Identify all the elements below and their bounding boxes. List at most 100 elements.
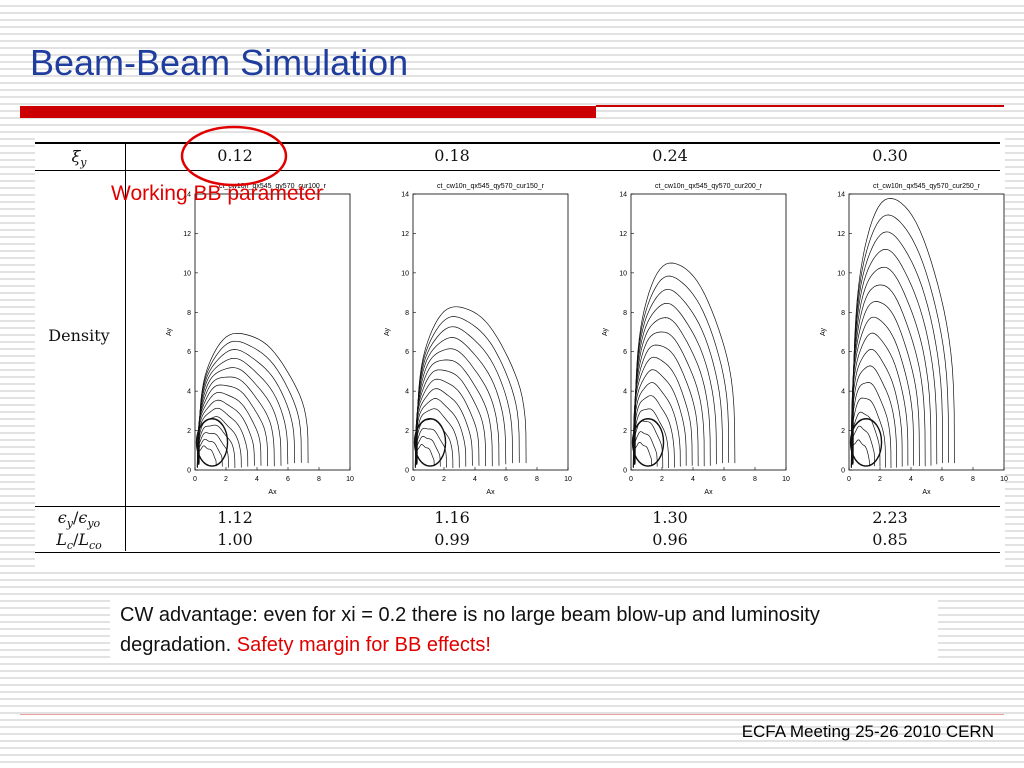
contour-line bbox=[850, 332, 909, 468]
contour-line bbox=[415, 359, 493, 467]
contour-line bbox=[196, 445, 217, 469]
x-tick-label: 4 bbox=[473, 476, 477, 483]
plot-frame bbox=[630, 193, 787, 471]
xi-value-2: 0.18 bbox=[434, 146, 470, 165]
row-label-density: Density bbox=[48, 326, 110, 345]
table-metrics-rule bbox=[35, 506, 1000, 507]
contour-line bbox=[198, 349, 295, 465]
contour-line bbox=[852, 231, 943, 465]
contour-core bbox=[195, 418, 229, 467]
luminosity-ratio-1: 1.00 bbox=[217, 530, 253, 549]
contour-line bbox=[852, 198, 955, 464]
contour-line bbox=[851, 266, 932, 466]
y-tick-label: 2 bbox=[841, 428, 845, 435]
y-tick-label: 12 bbox=[619, 231, 627, 238]
contour-line bbox=[197, 367, 282, 466]
contour-line bbox=[634, 302, 717, 465]
contour-core bbox=[413, 418, 447, 467]
contour-line bbox=[634, 262, 736, 464]
y-tick-label: 6 bbox=[623, 349, 627, 356]
y-tick-label: 0 bbox=[623, 468, 627, 475]
contour-line bbox=[850, 439, 870, 468]
contour-line bbox=[850, 382, 892, 469]
y-tick-label: 14 bbox=[183, 192, 191, 199]
xi-value-4: 0.30 bbox=[872, 146, 908, 165]
luminosity-ratio-2: 0.99 bbox=[434, 530, 470, 549]
x-tick-label: 2 bbox=[442, 476, 446, 483]
y-tick-label: 4 bbox=[623, 389, 627, 396]
y-tick-label: 2 bbox=[623, 428, 627, 435]
x-tick-label: 6 bbox=[722, 476, 726, 483]
y-tick-label: 4 bbox=[841, 389, 845, 396]
contour-line bbox=[196, 399, 255, 468]
luminosity-ratio-4: 0.85 bbox=[872, 530, 908, 549]
x-axis-label: Ax bbox=[486, 489, 495, 496]
contour-line bbox=[416, 316, 520, 465]
contour-line bbox=[850, 348, 903, 468]
y-tick-label: 14 bbox=[401, 192, 409, 199]
density-plot-3: ct_cw10n_qx545_qy570_cur200_r 0 2 4 6 8 10 0 2 4 6… bbox=[571, 176, 790, 496]
y-axis-label: Ay bbox=[602, 327, 609, 336]
contour-line bbox=[850, 365, 897, 468]
plot-title: ct_cw10n_qx545_qy570_cur200_r bbox=[655, 183, 763, 190]
y-tick-label: 10 bbox=[619, 270, 627, 277]
y-tick-label: 12 bbox=[183, 231, 191, 238]
density-plot-4: ct_cw10n_qx545_qy570_cur250_r 0 2 4 6 8 10 0 2 4 6… bbox=[789, 176, 1008, 496]
contour-line bbox=[414, 398, 467, 468]
contour-line bbox=[632, 382, 681, 468]
luminosity-ratio-3: 0.96 bbox=[652, 530, 688, 549]
x-tick-label: 6 bbox=[940, 476, 944, 483]
x-tick-label: 2 bbox=[878, 476, 882, 483]
emittance-ratio-4: 2.23 bbox=[872, 508, 908, 527]
plot-title: ct_cw10n_qx545_qy570_cur250_r bbox=[873, 183, 981, 190]
contour-line bbox=[414, 435, 441, 468]
contour-line bbox=[416, 306, 527, 464]
y-tick-label: 10 bbox=[837, 270, 845, 277]
x-tick-label: 4 bbox=[909, 476, 913, 483]
y-tick-label: 12 bbox=[401, 231, 409, 238]
plot-frame bbox=[848, 193, 1005, 471]
contour-line bbox=[633, 317, 711, 466]
plot-frame bbox=[412, 193, 569, 471]
y-tick-label: 0 bbox=[187, 468, 191, 475]
callout-highlight: Safety margin for BB effects! bbox=[236, 634, 491, 656]
contour-line bbox=[632, 356, 693, 468]
contour-line bbox=[415, 369, 486, 467]
table-column-rule bbox=[125, 144, 126, 551]
contour-line bbox=[414, 378, 480, 468]
x-tick-label: 10 bbox=[564, 476, 572, 483]
y-tick-label: 8 bbox=[841, 310, 845, 317]
contour-line bbox=[196, 438, 223, 468]
x-tick-label: 8 bbox=[535, 476, 539, 483]
row-label-emittance-ratio: ϵy/ϵyo bbox=[57, 508, 101, 531]
contour-plot-svg: ct_cw10n_qx545_qy570_cur150_r 0 2 4 6 8 10 0 2 4 6… bbox=[384, 183, 572, 496]
y-tick-label: 4 bbox=[405, 389, 409, 396]
y-axis-label: Ay bbox=[820, 327, 827, 336]
contour-line bbox=[632, 420, 664, 468]
y-tick-label: 6 bbox=[187, 349, 191, 356]
plot-title: ct_cw10n_qx545_qy570_cur100_r bbox=[219, 183, 327, 190]
contour-line bbox=[198, 332, 309, 464]
x-tick-label: 2 bbox=[224, 476, 228, 483]
y-tick-label: 14 bbox=[837, 192, 845, 199]
contour-line bbox=[416, 326, 513, 465]
contour-line bbox=[851, 284, 926, 467]
x-axis-label: Ax bbox=[704, 489, 713, 496]
emittance-ratio-3: 1.30 bbox=[652, 508, 688, 527]
contour-line bbox=[196, 407, 249, 468]
x-tick-label: 0 bbox=[193, 476, 197, 483]
table-top-rule bbox=[35, 142, 1000, 144]
contour-plot-svg: ct_cw10n_qx545_qy570_cur100_r 0 2 4 6 8 10 0 2 4 6… bbox=[166, 183, 354, 496]
contour-plot-svg: ct_cw10n_qx545_qy570_cur250_r 0 2 4 6 8 10 0 2 4 6… bbox=[820, 183, 1008, 496]
x-tick-label: 10 bbox=[782, 476, 790, 483]
contour-line bbox=[196, 424, 236, 469]
y-tick-label: 8 bbox=[405, 310, 409, 317]
contour-line bbox=[850, 425, 875, 469]
y-axis-label: Ay bbox=[166, 327, 173, 336]
y-tick-label: 2 bbox=[187, 428, 191, 435]
title-underline-thick bbox=[20, 106, 596, 118]
contour-line bbox=[632, 395, 675, 468]
contour-line bbox=[414, 388, 473, 468]
plot-frame bbox=[194, 193, 351, 471]
emittance-ratio-2: 1.16 bbox=[434, 508, 470, 527]
